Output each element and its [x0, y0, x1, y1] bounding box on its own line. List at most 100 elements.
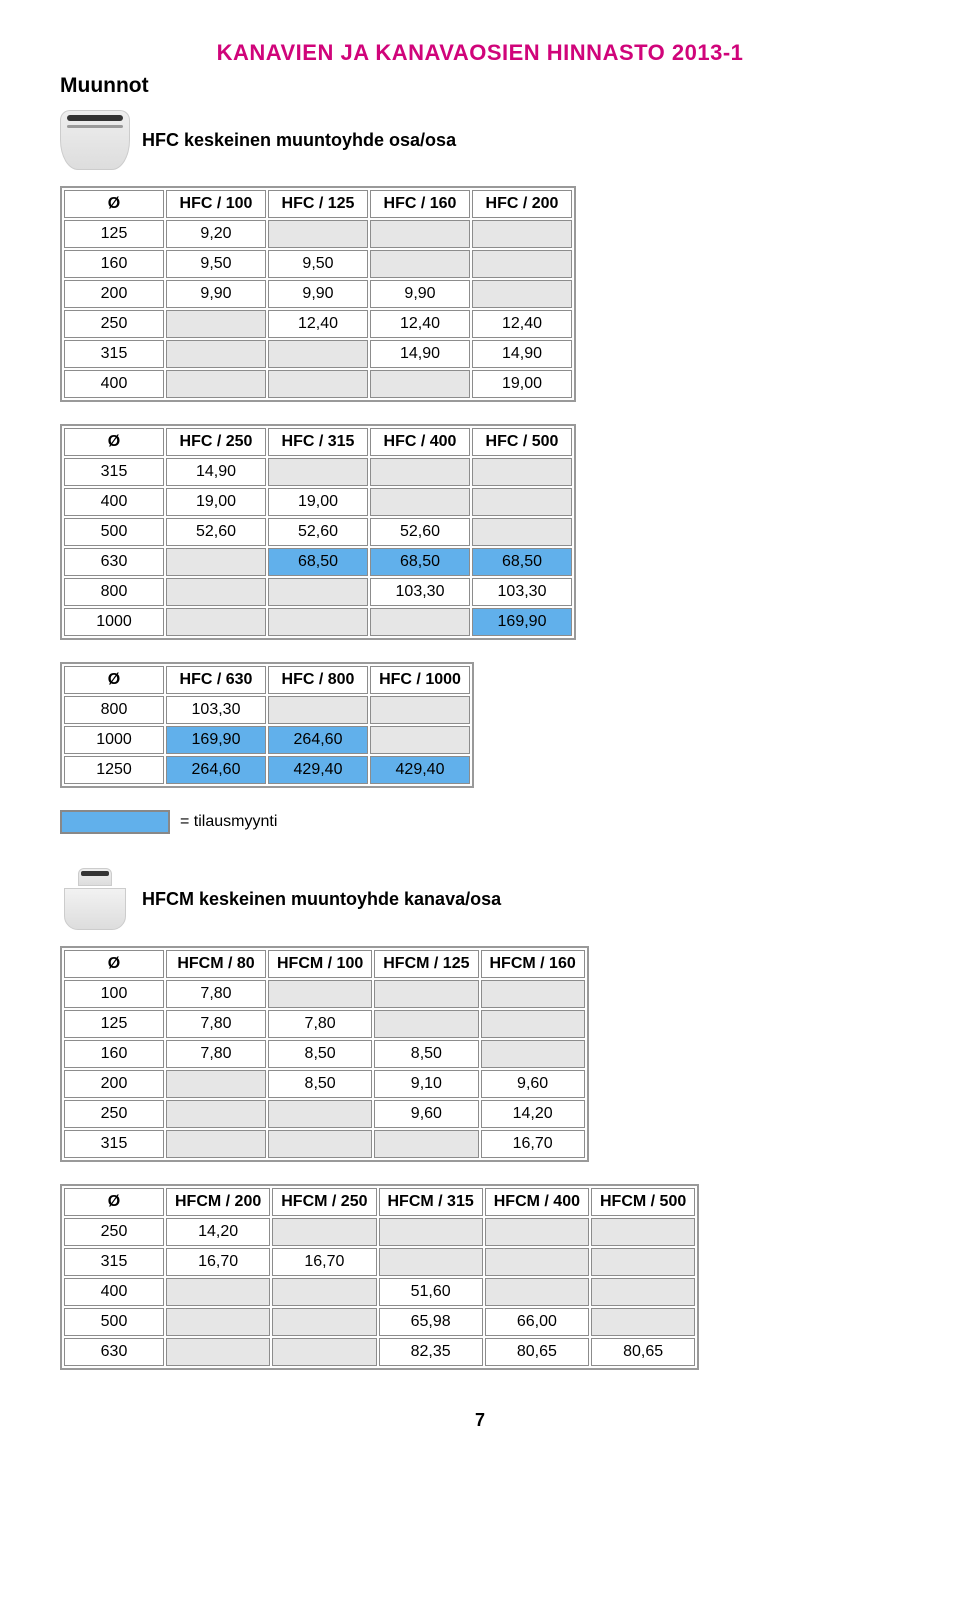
price-cell — [472, 458, 572, 486]
price-cell — [481, 1010, 585, 1038]
price-cell: 16,70 — [166, 1248, 270, 1276]
row-diameter: 315 — [64, 1248, 164, 1276]
legend-tilausmyynti: = tilausmyynti — [60, 810, 900, 834]
price-cell — [591, 1278, 695, 1306]
price-cell — [370, 220, 470, 248]
row-diameter: 400 — [64, 488, 164, 516]
price-cell: 52,60 — [370, 518, 470, 546]
price-cell: 14,90 — [472, 340, 572, 368]
column-header: HFC / 630 — [166, 666, 266, 694]
price-cell: 103,30 — [166, 696, 266, 724]
subsection-hfc: HFC keskeinen muuntoyhde osa/osa — [60, 110, 900, 170]
price-cell: 80,65 — [485, 1338, 589, 1366]
column-header: HFC / 100 — [166, 190, 266, 218]
price-cell: 14,90 — [166, 458, 266, 486]
price-cell — [370, 726, 470, 754]
price-cell — [370, 370, 470, 398]
price-cell — [268, 1130, 372, 1158]
price-cell — [472, 220, 572, 248]
price-cell: 7,80 — [166, 1010, 266, 1038]
price-cell: 65,98 — [379, 1308, 483, 1336]
price-cell: 14,90 — [370, 340, 470, 368]
price-cell: 9,90 — [370, 280, 470, 308]
price-cell: 429,40 — [268, 756, 368, 784]
price-cell — [268, 220, 368, 248]
price-cell — [268, 458, 368, 486]
price-cell: 169,90 — [166, 726, 266, 754]
price-cell — [166, 370, 266, 398]
price-cell — [272, 1218, 376, 1246]
subsection-hfcm: HFCM keskeinen muuntoyhde kanava/osa — [60, 868, 900, 930]
price-cell — [272, 1278, 376, 1306]
hfcm-subtitle: HFCM keskeinen muuntoyhde kanava/osa — [142, 889, 501, 910]
price-cell — [272, 1308, 376, 1336]
row-diameter: 250 — [64, 310, 164, 338]
price-cell — [370, 608, 470, 636]
price-cell — [166, 340, 266, 368]
row-diameter: 315 — [64, 1130, 164, 1158]
price-cell — [166, 1308, 270, 1336]
price-cell — [379, 1248, 483, 1276]
legend-swatch — [60, 810, 170, 834]
column-header: HFC / 315 — [268, 428, 368, 456]
price-cell: 9,90 — [268, 280, 368, 308]
price-cell: 7,80 — [166, 1040, 266, 1068]
column-header: HFC / 1000 — [370, 666, 470, 694]
price-cell: 82,35 — [379, 1338, 483, 1366]
price-cell — [166, 1130, 266, 1158]
column-header: HFC / 800 — [268, 666, 368, 694]
price-cell — [166, 1100, 266, 1128]
price-cell — [591, 1248, 695, 1276]
price-cell — [166, 310, 266, 338]
price-cell: 264,60 — [268, 726, 368, 754]
price-cell: 8,50 — [268, 1070, 372, 1098]
price-cell — [370, 250, 470, 278]
price-cell: 264,60 — [166, 756, 266, 784]
column-header: Ø — [64, 190, 164, 218]
price-cell: 9,60 — [374, 1100, 478, 1128]
price-cell: 80,65 — [591, 1338, 695, 1366]
section-title: Muunnot — [60, 74, 900, 98]
price-cell — [370, 696, 470, 724]
row-diameter: 1000 — [64, 608, 164, 636]
price-cell — [374, 1130, 478, 1158]
row-diameter: 630 — [64, 1338, 164, 1366]
row-diameter: 400 — [64, 370, 164, 398]
column-header: HFCM / 160 — [481, 950, 585, 978]
row-diameter: 125 — [64, 1010, 164, 1038]
column-header: HFC / 125 — [268, 190, 368, 218]
column-header: HFCM / 80 — [166, 950, 266, 978]
price-cell: 8,50 — [374, 1040, 478, 1068]
hfc-product-icon — [60, 110, 130, 170]
price-cell: 12,40 — [370, 310, 470, 338]
price-cell: 9,50 — [268, 250, 368, 278]
column-header: HFC / 500 — [472, 428, 572, 456]
column-header: HFC / 400 — [370, 428, 470, 456]
price-cell — [268, 1100, 372, 1128]
row-diameter: 200 — [64, 280, 164, 308]
price-cell — [481, 1040, 585, 1068]
column-header: Ø — [64, 950, 164, 978]
price-cell: 169,90 — [472, 608, 572, 636]
price-cell — [591, 1308, 695, 1336]
price-cell: 52,60 — [268, 518, 368, 546]
row-diameter: 800 — [64, 696, 164, 724]
column-header: HFC / 200 — [472, 190, 572, 218]
price-cell — [268, 696, 368, 724]
price-cell — [374, 1010, 478, 1038]
column-header: Ø — [64, 1188, 164, 1216]
price-cell — [485, 1278, 589, 1306]
row-diameter: 630 — [64, 548, 164, 576]
price-cell — [472, 488, 572, 516]
row-diameter: 160 — [64, 1040, 164, 1068]
row-diameter: 250 — [64, 1100, 164, 1128]
hfcm-product-icon — [60, 868, 130, 930]
price-cell: 7,80 — [166, 980, 266, 1008]
price-cell: 51,60 — [379, 1278, 483, 1306]
price-table-hfcm-1: ØHFCM / 80HFCM / 100HFCM / 125HFCM / 160… — [60, 946, 900, 1162]
price-cell — [268, 370, 368, 398]
column-header: HFCM / 200 — [166, 1188, 270, 1216]
price-cell: 103,30 — [472, 578, 572, 606]
column-header: HFCM / 400 — [485, 1188, 589, 1216]
row-diameter: 500 — [64, 518, 164, 546]
